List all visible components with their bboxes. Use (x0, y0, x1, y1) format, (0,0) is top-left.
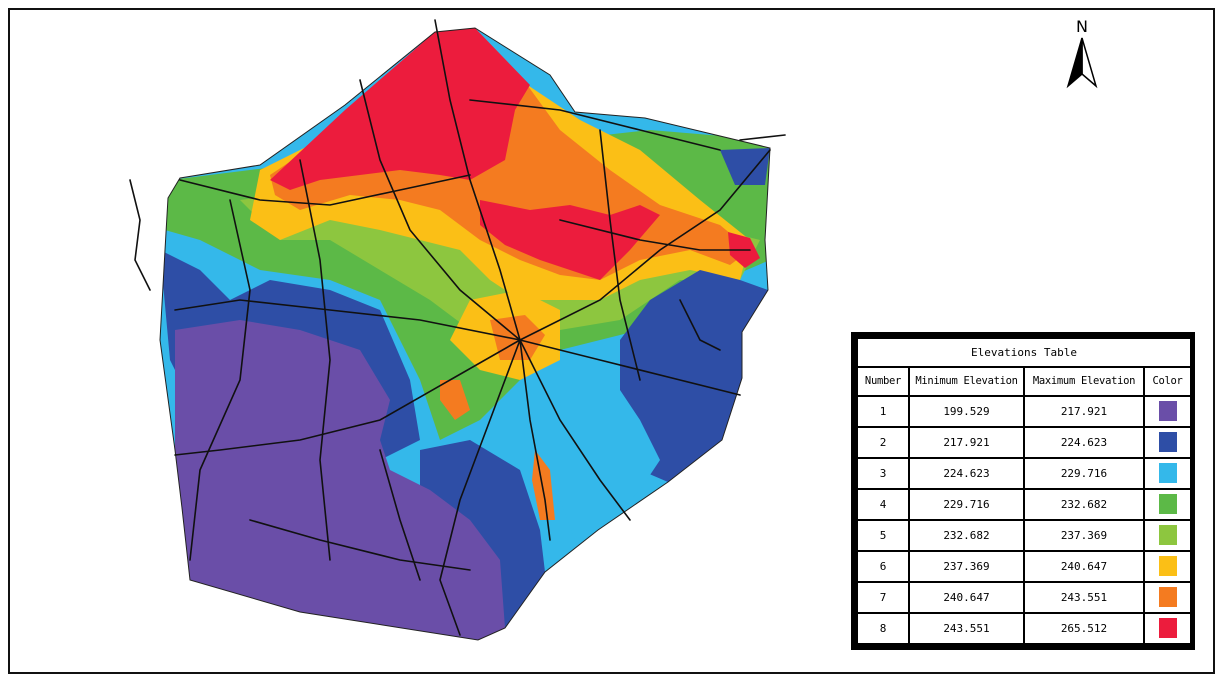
road (174, 299, 521, 341)
row-number: 8 (856, 611, 910, 646)
road (299, 159, 331, 561)
row-min: 232.682 (908, 518, 1025, 552)
table-row: 7 240.647 243.551 (856, 580, 1193, 614)
row-color (1142, 580, 1193, 614)
road (179, 174, 471, 206)
road (249, 519, 471, 571)
zone-class-2 (620, 270, 768, 482)
row-min: 224.623 (908, 456, 1025, 490)
road (469, 99, 721, 151)
row-max: 237.369 (1023, 518, 1145, 552)
row-max: 265.512 (1023, 611, 1145, 646)
row-min: 199.529 (908, 394, 1025, 428)
zone-class-8 (270, 28, 530, 190)
road (439, 339, 521, 636)
row-min: 243.551 (908, 611, 1025, 646)
row-color (1142, 425, 1193, 459)
color-swatch (1158, 463, 1177, 484)
row-number: 1 (856, 394, 910, 428)
road (379, 449, 421, 581)
row-number: 4 (856, 487, 910, 521)
table-row: 2 217.921 224.623 (856, 425, 1193, 459)
road (739, 134, 786, 141)
row-max: 224.623 (1023, 425, 1145, 459)
zone-class-1 (175, 320, 505, 640)
row-color (1142, 394, 1193, 428)
color-swatch (1158, 401, 1177, 422)
row-min: 240.647 (908, 580, 1025, 614)
row-number: 2 (856, 425, 910, 459)
header-max-elevation: Maximum Elevation (1023, 365, 1145, 397)
road (359, 79, 521, 341)
north-arrow: N (1062, 18, 1102, 98)
row-color (1142, 518, 1193, 552)
color-swatch (1158, 494, 1177, 515)
table-row: 6 237.369 240.647 (856, 549, 1193, 583)
row-number: 6 (856, 549, 910, 583)
road (599, 129, 641, 381)
road (129, 179, 151, 291)
table-row: 8 243.551 265.512 (856, 611, 1193, 646)
road (174, 339, 521, 456)
table-row: 5 232.682 237.369 (856, 518, 1193, 552)
color-swatch (1158, 587, 1177, 608)
row-color (1142, 456, 1193, 490)
elevation-zones (160, 28, 770, 640)
road (519, 149, 771, 341)
color-swatch (1158, 556, 1177, 577)
road (679, 299, 721, 351)
north-arrow-icon (1066, 37, 1098, 89)
road (519, 339, 631, 521)
table-row: 3 224.623 229.716 (856, 456, 1193, 490)
zone-class-2 (720, 148, 770, 185)
row-number: 7 (856, 580, 910, 614)
header-color: Color (1142, 365, 1193, 397)
row-min: 217.921 (908, 425, 1025, 459)
road-network (129, 19, 786, 636)
color-swatch (1158, 618, 1177, 639)
row-color (1142, 487, 1193, 521)
zone-class-7 (532, 450, 555, 520)
row-max: 243.551 (1023, 580, 1145, 614)
road (519, 339, 741, 396)
color-swatch (1158, 525, 1177, 546)
row-max: 240.647 (1023, 549, 1145, 583)
row-number: 5 (856, 518, 910, 552)
road (189, 199, 251, 561)
elevations-legend: Elevations Table Number Minimum Elevatio… (851, 332, 1195, 650)
zone-class-3 (560, 410, 660, 540)
table-row: 4 229.716 232.682 (856, 487, 1193, 521)
row-color (1142, 549, 1193, 583)
elevations-table: Elevations Table Number Minimum Elevatio… (855, 337, 1193, 646)
color-swatch (1158, 432, 1177, 453)
region-outline (159, 27, 771, 641)
road (559, 219, 751, 251)
road (434, 19, 551, 541)
row-max: 232.682 (1023, 487, 1145, 521)
row-max: 217.921 (1023, 394, 1145, 428)
row-max: 229.716 (1023, 456, 1145, 490)
row-min: 229.716 (908, 487, 1025, 521)
row-number: 3 (856, 456, 910, 490)
header-min-elevation: Minimum Elevation (908, 365, 1025, 397)
table-row: 1 199.529 217.921 (856, 394, 1193, 428)
legend-title: Elevations Table (855, 337, 1193, 368)
header-number: Number (856, 365, 910, 397)
row-min: 237.369 (908, 549, 1025, 583)
north-label: N (1076, 17, 1088, 36)
row-color (1142, 611, 1193, 646)
zone-class-7 (440, 380, 470, 420)
